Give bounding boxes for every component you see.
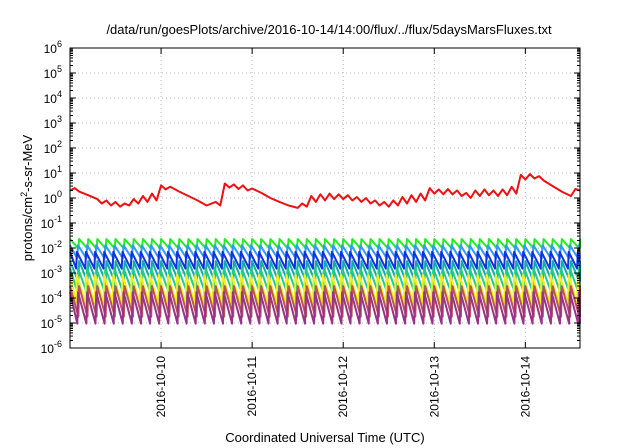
y-tick-label: 106 <box>44 39 62 56</box>
y-tick-label: 10-6 <box>41 339 62 356</box>
y-tick-label: 10-2 <box>41 239 62 256</box>
y-tick-label: 102 <box>44 139 62 156</box>
x-axis: 2016-10-10 2016-10-11 2016-10-12 2016-10-13… <box>154 48 532 417</box>
x-tick-label: 2016-10-10 <box>154 356 168 418</box>
y-tick-label: 104 <box>44 89 62 106</box>
y-axis-label-superscript: 2 <box>19 192 29 197</box>
y-axis-label: protons/cm2-s-sr-MeV <box>19 134 35 261</box>
x-tick-label: 2016-10-14 <box>518 356 532 418</box>
y-tick-label: 103 <box>44 114 62 131</box>
y-tick-label: 101 <box>44 164 62 181</box>
chart-title: /data/run/goesPlots/archive/2016-10-14/1… <box>106 22 552 37</box>
x-tick-label: 2016-10-12 <box>336 356 350 418</box>
y-tick-label: 10-5 <box>41 314 62 331</box>
series-line <box>69 273 581 305</box>
y-axis-label-main: protons/cm <box>20 197 35 261</box>
y-tick-label: 10-3 <box>41 264 62 281</box>
series-line <box>69 250 581 270</box>
y-tick-label: 105 <box>44 64 62 81</box>
y-axis: 10-6 10-5 10-4 10-3 10-2 10-1 100 101 102 103 104 1… <box>41 39 580 356</box>
x-tick-label: 2016-10-13 <box>427 356 441 418</box>
series-line <box>69 173 581 209</box>
y-tick-label: 100 <box>44 189 62 206</box>
y-axis-label-rest: -s-sr-MeV <box>20 134 35 191</box>
y-tick-label: 10-4 <box>41 289 62 306</box>
series-layer <box>69 173 581 325</box>
y-tick-label: 10-1 <box>41 214 62 231</box>
x-axis-label: Coordinated Universal Time (UTC) <box>225 430 424 445</box>
x-tick-label: 2016-10-11 <box>245 356 259 417</box>
series-line <box>69 291 581 325</box>
